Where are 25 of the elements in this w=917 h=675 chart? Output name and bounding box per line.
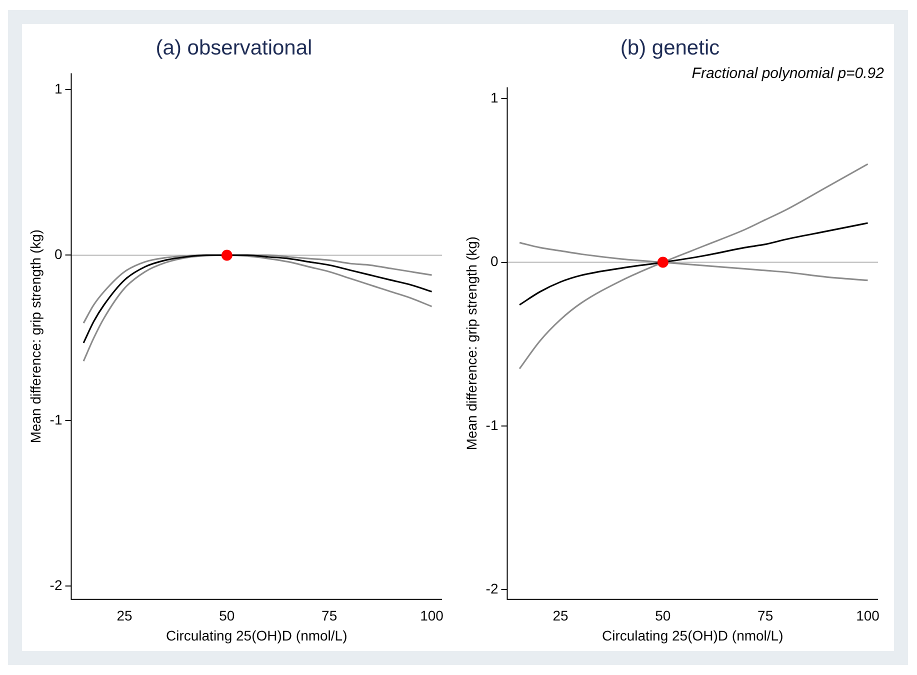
y-tick-label: -1 xyxy=(486,416,498,433)
x-tick-label: 50 xyxy=(655,608,671,624)
chart-title: (a) observational xyxy=(156,36,312,60)
y-tick-label: -1 xyxy=(50,412,62,428)
chart-title: (b) genetic xyxy=(620,36,720,60)
x-tick-label: 75 xyxy=(322,608,338,624)
x-tick-label: 25 xyxy=(116,608,132,624)
x-tick-label: 50 xyxy=(219,608,235,624)
y-tick-label: 1 xyxy=(54,80,62,97)
y-tick-label: 0 xyxy=(54,246,62,262)
x-tick-label: 100 xyxy=(856,608,880,624)
x-tick-label: 75 xyxy=(758,608,774,624)
y-tick-label: 0 xyxy=(490,253,498,270)
text: Fractional polynomial p=0.92 xyxy=(692,64,885,82)
x-axis-title: Circulating 25(OH)D (nmol/L) xyxy=(602,627,784,644)
x-tick-label: 100 xyxy=(420,608,444,624)
y-tick-label: -2 xyxy=(50,577,62,594)
x-tick-label: 25 xyxy=(552,608,568,624)
y-tick-label: -2 xyxy=(486,580,498,596)
x-axis-title: Circulating 25(OH)D (nmol/L) xyxy=(166,627,348,644)
line-series xyxy=(518,163,869,370)
line-series xyxy=(518,222,869,306)
y-axis-title: Mean difference: grip strength (kg) xyxy=(463,236,480,450)
y-tick-label: 1 xyxy=(490,90,498,106)
y-axis-title: Mean difference: grip strength (kg) xyxy=(27,229,44,444)
